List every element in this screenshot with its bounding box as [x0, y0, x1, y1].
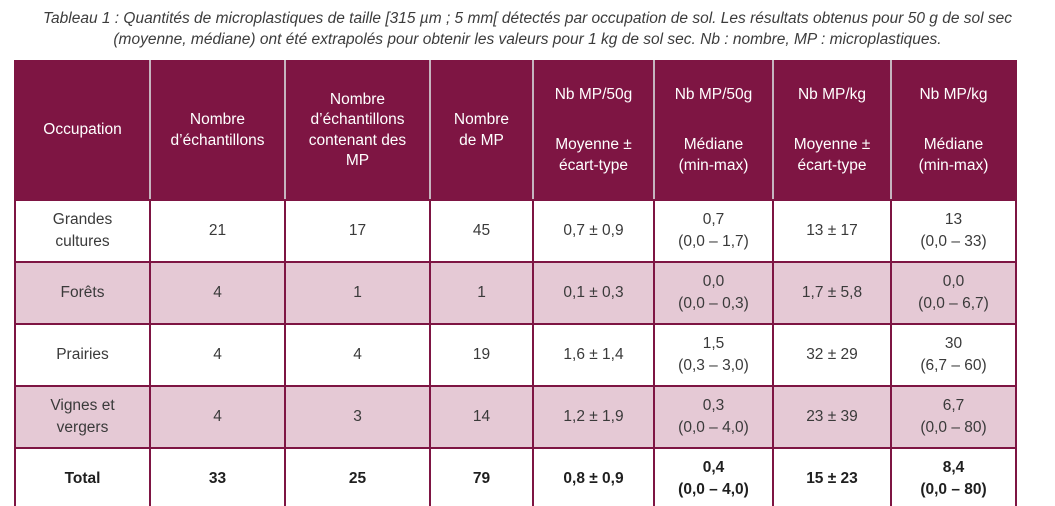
cell-nb-mp: 19 — [429, 323, 534, 388]
cell-nb-echantillons: 33 — [149, 447, 286, 506]
header-subtitle: Moyenne ± écart-type — [793, 136, 871, 174]
cell-mp50g-mediane: 0,7 (0,0 – 1,7) — [653, 199, 774, 264]
cell-nb-echantillons: 4 — [149, 385, 286, 450]
header-title: Nb MP/kg — [919, 86, 988, 104]
col-header-nb-echantillons-mp: Nombre d’échantillons contenant des MP — [284, 59, 431, 202]
table-row-vignes-vergers: Vignes et vergers 4 3 14 1,2 ± 1,9 0,3 (… — [14, 385, 1017, 450]
cell-nb-mp: 45 — [429, 199, 534, 264]
table-caption: Tableau 1 : Quantités de microplastiques… — [42, 10, 1013, 49]
cell-mp50g-moyenne: 1,6 ± 1,4 — [532, 323, 655, 388]
cell-occupation: Vignes et vergers — [14, 385, 151, 450]
cell-mpkg-moyenne: 15 ± 23 — [772, 447, 892, 506]
header-title: Nb MP/50g — [674, 86, 753, 104]
cell-nb-echantillons-mp: 25 — [284, 447, 431, 506]
cell-nb-echantillons: 4 — [149, 261, 286, 326]
header-subtitle: Moyenne ± écart-type — [555, 136, 632, 174]
header-title: Nombre de MP — [453, 111, 510, 149]
header-subtitle: Médiane (min-max) — [678, 136, 749, 174]
cell-mp50g-moyenne: 0,1 ± 0,3 — [532, 261, 655, 326]
cell-mp50g-moyenne: 0,7 ± 0,9 — [532, 199, 655, 264]
table-row-total: Total 33 25 79 0,8 ± 0,9 0,4 (0,0 – 4,0)… — [14, 447, 1017, 506]
cell-mp50g-mediane: 0,0 (0,0 – 0,3) — [653, 261, 774, 326]
col-header-mp50g-mediane: Nb MP/50g Médiane (min-max) — [653, 59, 774, 202]
cell-mpkg-moyenne: 13 ± 17 — [772, 199, 892, 264]
col-header-nb-echantillons: Nombre d’échantillons — [149, 59, 286, 202]
header-subtitle: Médiane (min-max) — [918, 136, 989, 174]
cell-occupation: Forêts — [14, 261, 151, 326]
cell-nb-echantillons-mp: 3 — [284, 385, 431, 450]
cell-nb-mp: 1 — [429, 261, 534, 326]
cell-nb-mp: 14 — [429, 385, 534, 450]
cell-occupation: Grandes cultures — [14, 199, 151, 264]
cell-nb-echantillons-mp: 1 — [284, 261, 431, 326]
cell-mpkg-mediane: 6,7 (0,0 – 80) — [890, 385, 1017, 450]
col-header-mpkg-mediane: Nb MP/kg Médiane (min-max) — [890, 59, 1017, 202]
col-header-occupation: Occupation — [14, 59, 151, 202]
header-title: Nombre d’échantillons contenant des MP — [308, 90, 407, 170]
cell-mpkg-mediane: 30 (6,7 – 60) — [890, 323, 1017, 388]
header-title: Nb MP/50g — [554, 86, 633, 104]
table-row-forets: Forêts 4 1 1 0,1 ± 0,3 0,0 (0,0 – 0,3) 1… — [14, 261, 1017, 326]
cell-mp50g-moyenne: 1,2 ± 1,9 — [532, 385, 655, 450]
cell-nb-echantillons: 4 — [149, 323, 286, 388]
cell-mpkg-moyenne: 32 ± 29 — [772, 323, 892, 388]
header-title: Occupation — [43, 121, 122, 139]
cell-mp50g-mediane: 1,5 (0,3 – 3,0) — [653, 323, 774, 388]
col-header-mp50g-moyenne: Nb MP/50g Moyenne ± écart-type — [532, 59, 655, 202]
header-title: Nombre d’échantillons — [170, 111, 265, 149]
cell-mpkg-moyenne: 23 ± 39 — [772, 385, 892, 450]
cell-nb-echantillons-mp: 4 — [284, 323, 431, 388]
col-header-mpkg-moyenne: Nb MP/kg Moyenne ± écart-type — [772, 59, 892, 202]
cell-mpkg-mediane: 0,0 (0,0 – 6,7) — [890, 261, 1017, 326]
table-row-grandes-cultures: Grandes cultures 21 17 45 0,7 ± 0,9 0,7 … — [14, 199, 1017, 264]
cell-occupation: Total — [14, 447, 151, 506]
header-title: Nb MP/kg — [797, 86, 867, 104]
cell-occupation: Prairies — [14, 323, 151, 388]
table-row-prairies: Prairies 4 4 19 1,6 ± 1,4 1,5 (0,3 – 3,0… — [14, 323, 1017, 388]
cell-mp50g-moyenne: 0,8 ± 0,9 — [532, 447, 655, 506]
cell-nb-mp: 79 — [429, 447, 534, 506]
table-header-row: Occupation Nombre d’échantillons Nombre … — [14, 59, 1017, 202]
cell-mpkg-mediane: 8,4 (0,0 – 80) — [890, 447, 1017, 506]
cell-nb-echantillons-mp: 17 — [284, 199, 431, 264]
cell-mp50g-mediane: 0,3 (0,0 – 4,0) — [653, 385, 774, 450]
col-header-nb-mp: Nombre de MP — [429, 59, 534, 202]
cell-nb-echantillons: 21 — [149, 199, 286, 264]
cell-mpkg-mediane: 13 (0,0 – 33) — [890, 199, 1017, 264]
cell-mpkg-moyenne: 1,7 ± 5,8 — [772, 261, 892, 326]
document-page: Tableau 1 : Quantités de microplastiques… — [0, 8, 1055, 506]
microplastics-table: Occupation Nombre d’échantillons Nombre … — [14, 59, 1017, 506]
cell-mp50g-mediane: 0,4 (0,0 – 4,0) — [653, 447, 774, 506]
